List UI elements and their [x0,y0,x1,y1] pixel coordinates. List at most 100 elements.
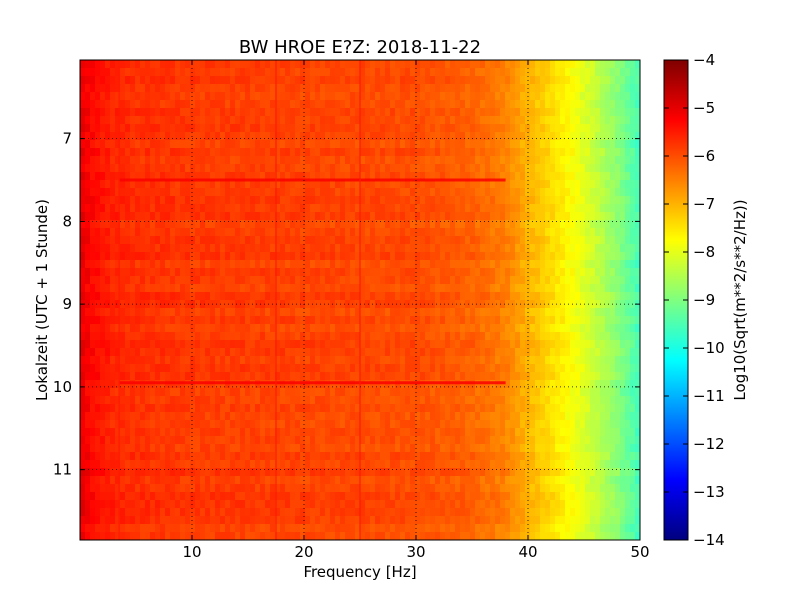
heatmap-cell [125,260,131,269]
heatmap-cell [85,156,91,165]
heatmap-cell [395,164,401,173]
heatmap-cell [205,276,211,285]
heatmap-cell [530,132,536,141]
heatmap-cell [160,252,166,261]
heatmap-cell [430,220,436,229]
heatmap-cell [165,276,171,285]
heatmap-cell [115,140,121,149]
heatmap-cell [355,84,361,93]
heatmap-cell [180,108,186,117]
heatmap-cell [380,236,386,245]
heatmap-cell [485,236,491,245]
heatmap-cell [335,156,341,165]
heatmap-cell [420,108,426,117]
heatmap-cell [535,204,541,213]
heatmap-cell [180,156,186,165]
heatmap-cell [205,412,211,421]
heatmap-cell [120,220,126,229]
heatmap-cell [435,164,441,173]
heatmap-cell [535,180,541,189]
heatmap-cell [490,132,496,141]
heatmap-cell [600,84,606,93]
heatmap-cell [555,84,561,93]
heatmap-cell [140,172,146,181]
heatmap-cell [575,220,581,229]
heatmap-cell [245,284,251,293]
heatmap-cell [585,348,591,357]
heatmap-cell [485,140,491,149]
heatmap-cell [340,132,346,141]
heatmap-cell [320,164,326,173]
heatmap-cell [440,252,446,261]
heatmap-cell [535,164,541,173]
heatmap-cell [125,292,131,301]
heatmap-cell [385,260,391,269]
heatmap-cell [545,164,551,173]
heatmap-cell [540,76,546,85]
heatmap-cell [85,148,91,157]
heatmap-cell [575,212,581,221]
heatmap-cell [315,284,321,293]
heatmap-cell [315,164,321,173]
heatmap-cell [265,332,271,341]
heatmap-cell [320,220,326,229]
heatmap-cell [460,164,466,173]
heatmap-cell [115,316,121,325]
heatmap-cell [395,412,401,421]
heatmap-cell [415,156,421,165]
heatmap-cell [400,148,406,157]
heatmap-cell [215,148,221,157]
heatmap-cell [620,60,626,69]
heatmap-cell [445,196,451,205]
heatmap-cell [125,236,131,245]
heatmap-cell [220,252,226,261]
heatmap-cell [635,188,640,197]
heatmap-cell [85,348,91,357]
heatmap-cell [350,412,356,421]
heatmap-cell [375,124,381,133]
heatmap-cell [545,220,551,229]
heatmap-cell [155,124,161,133]
heatmap-cell [275,228,281,237]
heatmap-cell [400,316,406,325]
heatmap-cell [510,308,516,317]
heatmap-cell [515,236,521,245]
heatmap-cell [495,348,501,357]
heatmap-cell [180,236,186,245]
heatmap-cell [545,100,551,109]
heatmap-cell [440,236,446,245]
heatmap-cell [520,356,526,365]
heatmap-cell [515,124,521,133]
heatmap-cell [275,164,281,173]
heatmap-cell [550,284,556,293]
heatmap-cell [490,380,496,389]
heatmap-cell [635,236,640,245]
heatmap-cell [610,284,616,293]
heatmap-cell [595,332,601,341]
heatmap-cell [500,404,506,413]
heatmap-cell [530,196,536,205]
heatmap-cell [95,324,101,333]
heatmap-cell [85,236,91,245]
heatmap-cell [295,172,301,181]
heatmap-cell [275,100,281,109]
heatmap-cell [445,140,451,149]
heatmap-cell [195,212,201,221]
heatmap-cell [520,164,526,173]
heatmap-cell [400,204,406,213]
heatmap-cell [220,348,226,357]
heatmap-cell [410,388,416,397]
heatmap-cell [135,236,141,245]
heatmap-cell [600,124,606,133]
heatmap-cell [490,268,496,277]
heatmap-cell [505,212,511,221]
heatmap-cell [205,180,211,189]
heatmap-cell [85,388,91,397]
heatmap-cell [295,124,301,133]
heatmap-cell [345,276,351,285]
heatmap-cell [420,220,426,229]
heatmap-cell [95,92,101,101]
heatmap-cell [250,196,256,205]
heatmap-cell [150,156,156,165]
heatmap-cell [575,204,581,213]
